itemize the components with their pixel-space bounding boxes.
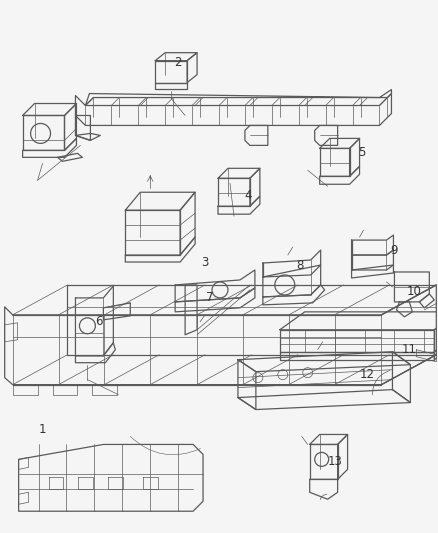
Text: 5: 5 xyxy=(358,146,365,159)
Text: 4: 4 xyxy=(244,189,252,201)
Text: 11: 11 xyxy=(402,343,417,356)
Text: 12: 12 xyxy=(360,368,375,381)
Text: 9: 9 xyxy=(391,244,398,256)
Text: 1: 1 xyxy=(39,423,46,436)
Text: 3: 3 xyxy=(201,255,209,269)
Text: 13: 13 xyxy=(327,455,342,468)
Text: 7: 7 xyxy=(206,292,214,304)
Text: 2: 2 xyxy=(174,56,182,69)
Text: 8: 8 xyxy=(296,259,304,271)
Text: 6: 6 xyxy=(95,316,102,328)
Text: 10: 10 xyxy=(407,285,422,298)
